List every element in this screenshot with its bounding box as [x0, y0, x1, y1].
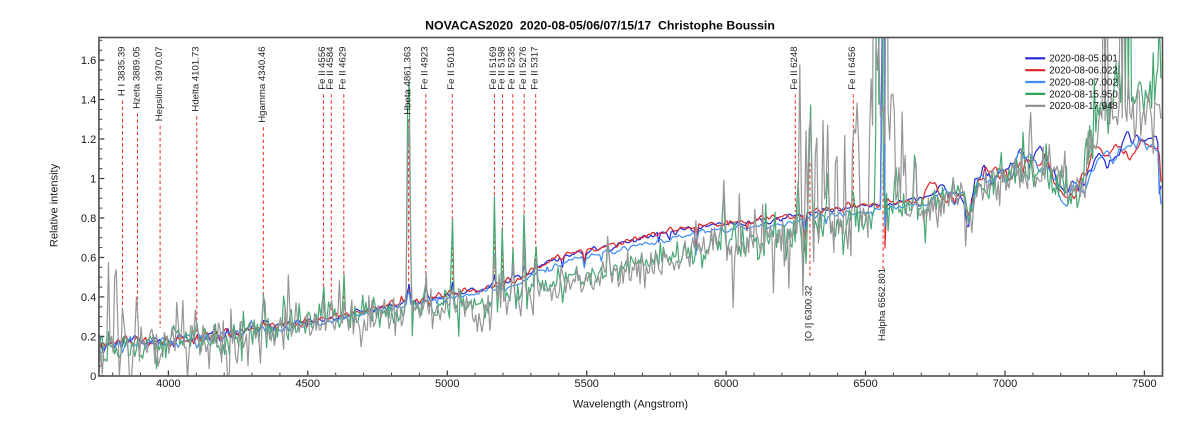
svg-text:7500: 7500	[1132, 378, 1156, 390]
svg-text:Hgamma 4340.46: Hgamma 4340.46	[257, 47, 268, 123]
svg-text:1.4: 1.4	[81, 94, 96, 106]
svg-text:4500: 4500	[296, 378, 320, 390]
svg-text:2020-08-17.948: 2020-08-17.948	[1049, 101, 1117, 112]
svg-text:5500: 5500	[574, 378, 598, 390]
svg-text:H I 3835.39: H I 3835.39	[116, 47, 127, 97]
svg-text:4000: 4000	[156, 378, 180, 390]
svg-text:Fe II 6456: Fe II 6456	[847, 47, 858, 90]
svg-text:0.4: 0.4	[81, 292, 96, 304]
svg-text:0.8: 0.8	[81, 213, 96, 225]
svg-text:Halpha 6562.801: Halpha 6562.801	[877, 268, 888, 341]
svg-text:Fe II 4629: Fe II 4629	[338, 47, 349, 90]
svg-text:1: 1	[90, 173, 96, 185]
svg-text:1.2: 1.2	[81, 134, 96, 146]
svg-text:Hdelta 4101.73: Hdelta 4101.73	[191, 47, 202, 112]
svg-text:0: 0	[90, 371, 96, 383]
svg-text:Fe II 5169: Fe II 5169	[488, 47, 499, 90]
svg-text:2020-08-05.001: 2020-08-05.001	[1049, 54, 1117, 65]
svg-text:7000: 7000	[993, 378, 1017, 390]
svg-text:Fe II 4556: Fe II 4556	[317, 47, 328, 90]
svg-text:Fe II 4584: Fe II 4584	[325, 46, 336, 90]
svg-text:6000: 6000	[714, 378, 738, 390]
svg-text:Relative intensity: Relative intensity	[49, 163, 61, 247]
svg-text:Fe II 6248: Fe II 6248	[789, 47, 800, 90]
svg-text:Hzeta 3889.05: Hzeta 3889.05	[131, 47, 142, 109]
svg-text:Fe II 5198: Fe II 5198	[496, 47, 507, 90]
svg-text:Fe II 5276: Fe II 5276	[518, 47, 529, 90]
svg-text:5000: 5000	[435, 378, 459, 390]
svg-text:2020-08-15.950: 2020-08-15.950	[1049, 89, 1118, 100]
svg-text:Fe II 5235: Fe II 5235	[507, 47, 518, 90]
svg-text:[O I] 6300.32: [O I] 6300.32	[804, 286, 815, 341]
svg-text:1.6: 1.6	[81, 55, 96, 67]
svg-text:NOVACAS2020 2020-08-05/06/07/: NOVACAS2020 2020-08-05/06/07/15/17 Chris…	[425, 18, 775, 32]
svg-text:0.2: 0.2	[81, 331, 96, 343]
svg-text:Wavelength (Angstrom): Wavelength (Angstrom)	[573, 398, 688, 410]
svg-text:Fe II 4923: Fe II 4923	[420, 47, 431, 90]
svg-text:6500: 6500	[853, 378, 877, 390]
svg-text:Hbeta 4861.363: Hbeta 4861.363	[402, 47, 413, 115]
svg-text:Fe II 5317: Fe II 5317	[530, 47, 541, 90]
svg-text:2020-08-06.022: 2020-08-06.022	[1049, 66, 1117, 77]
svg-text:0.6: 0.6	[81, 252, 96, 264]
svg-text:Fe II 5018: Fe II 5018	[446, 47, 457, 90]
svg-text:2020-08-07.002: 2020-08-07.002	[1049, 77, 1117, 88]
svg-text:Hepsilon 3970.07: Hepsilon 3970.07	[154, 47, 165, 122]
